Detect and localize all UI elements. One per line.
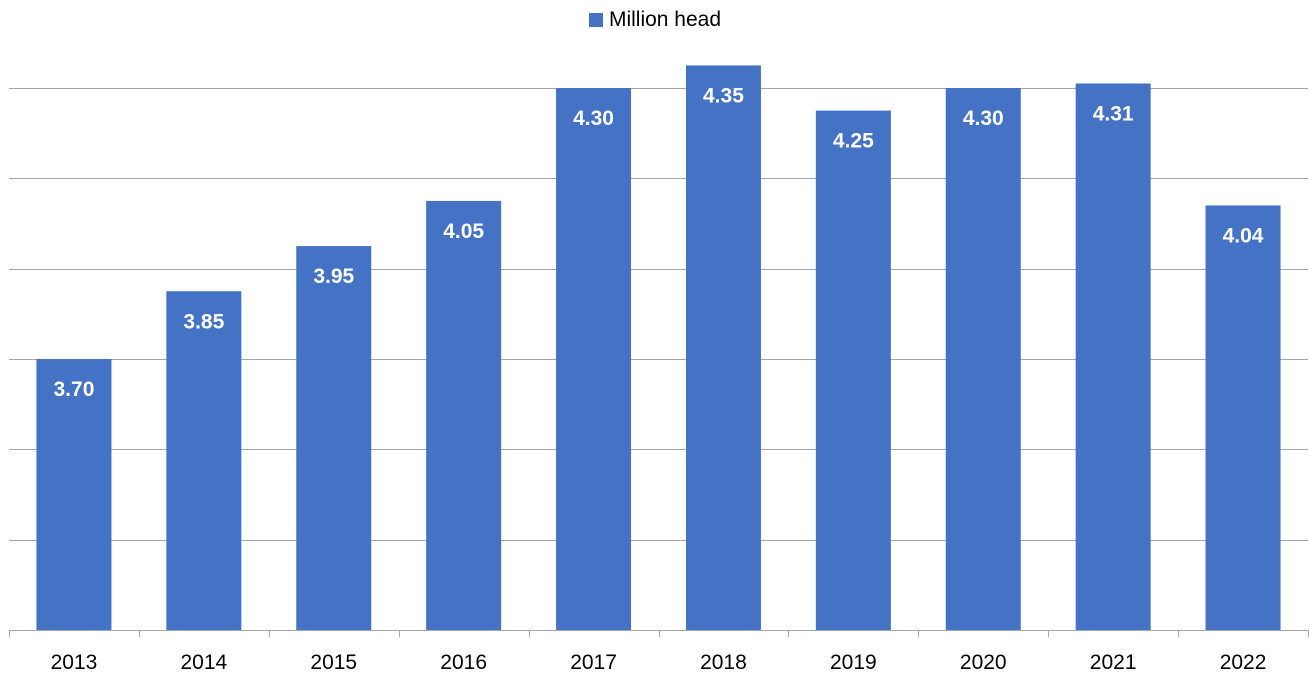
x-tick-label: 2021 — [1090, 651, 1137, 674]
data-label: 4.30 — [573, 107, 614, 130]
legend-label: Million head — [608, 8, 722, 31]
data-label: 4.05 — [443, 220, 484, 243]
bar — [426, 200, 502, 630]
bar — [815, 110, 891, 631]
bar — [685, 65, 761, 630]
x-tick-label: 2013 — [51, 651, 98, 674]
bar — [1205, 205, 1281, 630]
legend: Million head — [0, 8, 1310, 32]
bar — [1075, 83, 1151, 630]
data-label: 3.85 — [183, 310, 224, 333]
x-tick-label: 2018 — [700, 651, 747, 674]
data-label: 3.95 — [313, 265, 354, 288]
data-label: 4.31 — [1093, 102, 1134, 125]
bar — [166, 291, 242, 630]
x-tick-label: 2022 — [1220, 651, 1267, 674]
x-tick-label: 2020 — [960, 651, 1007, 674]
data-label: 4.25 — [833, 130, 874, 153]
data-label: 3.70 — [54, 378, 95, 401]
x-tick-label: 2014 — [180, 651, 227, 674]
x-tick-label: 2019 — [830, 651, 877, 674]
data-label: 4.35 — [703, 84, 744, 107]
bar — [36, 359, 112, 630]
bar — [556, 88, 632, 630]
data-label: 4.04 — [1223, 224, 1264, 247]
x-tick-label: 2017 — [570, 651, 617, 674]
bar — [296, 246, 372, 631]
bar — [945, 88, 1021, 630]
data-label: 4.30 — [963, 107, 1004, 130]
legend-swatch — [588, 13, 603, 27]
x-tick-label: 2015 — [310, 651, 357, 674]
x-tick-label: 2016 — [440, 651, 487, 674]
